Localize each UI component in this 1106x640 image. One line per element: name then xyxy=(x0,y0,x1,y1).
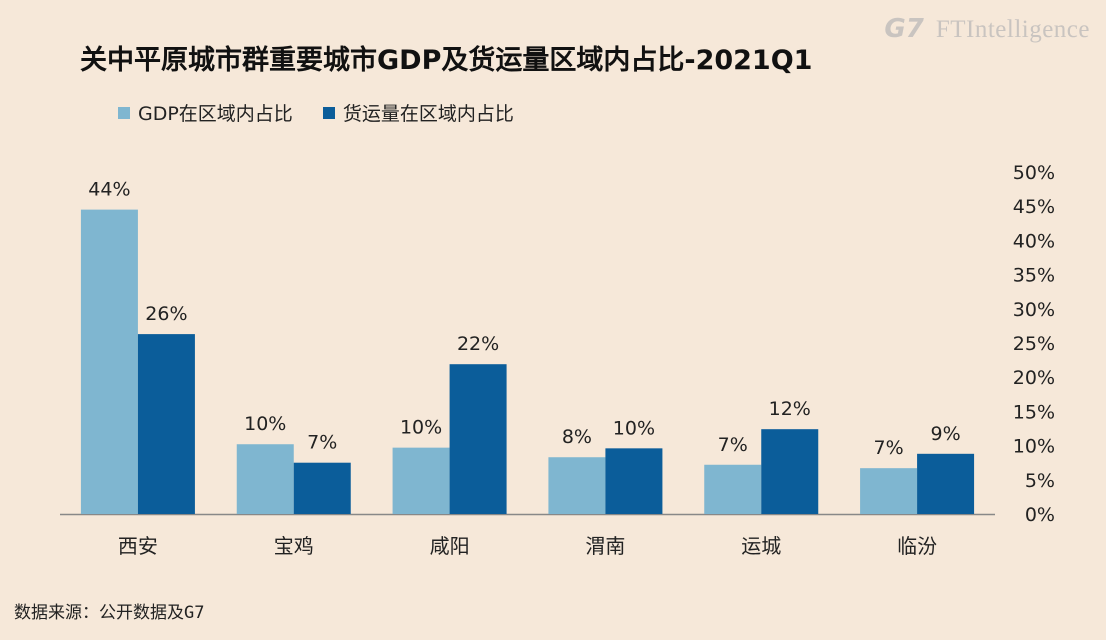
freight-bar-4 xyxy=(761,429,819,514)
gdp-data-label-4: 7% xyxy=(718,434,748,456)
y-tick-label: 10% xyxy=(1013,436,1055,458)
legend-swatch-gdp xyxy=(118,106,130,119)
chart-title: 关中平原城市群重要城市GDP及货运量区域内占比-2021Q1 xyxy=(80,45,813,76)
x-category-label-3: 渭南 xyxy=(585,534,625,558)
y-tick-label: 25% xyxy=(1013,333,1055,355)
gdp-bar-5 xyxy=(860,468,918,514)
y-tick-label: 30% xyxy=(1013,299,1055,321)
y-tick-label: 40% xyxy=(1013,230,1055,252)
gdp-data-label-1: 10% xyxy=(244,413,286,435)
gdp-data-label-5: 7% xyxy=(874,437,904,459)
y-tick-label: 50% xyxy=(1013,162,1055,184)
y-tick-label: 15% xyxy=(1013,401,1055,423)
freight-data-label-3: 10% xyxy=(613,417,655,439)
freight-data-label-5: 9% xyxy=(931,423,961,445)
freight-bar-2 xyxy=(449,364,507,514)
y-tick-label: 5% xyxy=(1025,470,1055,492)
gdp-bar-3 xyxy=(548,457,606,514)
freight-data-label-2: 22% xyxy=(457,333,499,355)
y-tick-label: 20% xyxy=(1013,367,1055,389)
x-category-label-5: 临汾 xyxy=(897,534,937,558)
gdp-data-label-3: 8% xyxy=(562,426,592,448)
gdp-bar-2 xyxy=(392,447,450,514)
legend-item-gdp: GDP在区域内占比 xyxy=(118,99,293,126)
x-category-label-0: 西安 xyxy=(118,534,158,558)
y-tick-label: 0% xyxy=(1025,504,1055,526)
freight-data-label-4: 12% xyxy=(769,398,811,420)
freight-data-label-1: 7% xyxy=(307,432,337,454)
g7-logo: G7 xyxy=(884,14,924,44)
freight-data-label-0: 26% xyxy=(145,303,187,325)
x-category-label-4: 运城 xyxy=(741,534,781,558)
gdp-bar-4 xyxy=(704,464,762,514)
chart-legend: GDP在区域内占比 货运量在区域内占比 xyxy=(118,99,514,126)
brand-logo: G7 FTIntelligence xyxy=(884,14,1090,44)
x-category-label-1: 宝鸡 xyxy=(274,534,314,558)
x-category-label-2: 咸阳 xyxy=(430,534,470,558)
legend-label-gdp: GDP在区域内占比 xyxy=(138,103,293,125)
freight-bar-3 xyxy=(605,448,663,514)
legend-swatch-freight xyxy=(322,106,335,119)
data-source-note: 数据来源：公开数据及G7 xyxy=(14,603,205,623)
ft-intelligence-logo: FTIntelligence xyxy=(935,16,1090,43)
freight-bar-5 xyxy=(917,453,975,514)
freight-bar-1 xyxy=(293,462,351,514)
freight-bar-0 xyxy=(137,334,195,514)
y-tick-label: 35% xyxy=(1013,265,1055,287)
gdp-data-label-2: 10% xyxy=(400,417,442,439)
y-tick-label: 45% xyxy=(1013,196,1055,218)
legend-label-freight: 货运量在区域内占比 xyxy=(342,103,514,125)
gdp-bar-1 xyxy=(236,444,294,514)
gdp-data-label-0: 44% xyxy=(88,179,130,201)
legend-item-freight: 货运量在区域内占比 xyxy=(322,99,514,126)
gdp-bar-0 xyxy=(80,209,138,514)
